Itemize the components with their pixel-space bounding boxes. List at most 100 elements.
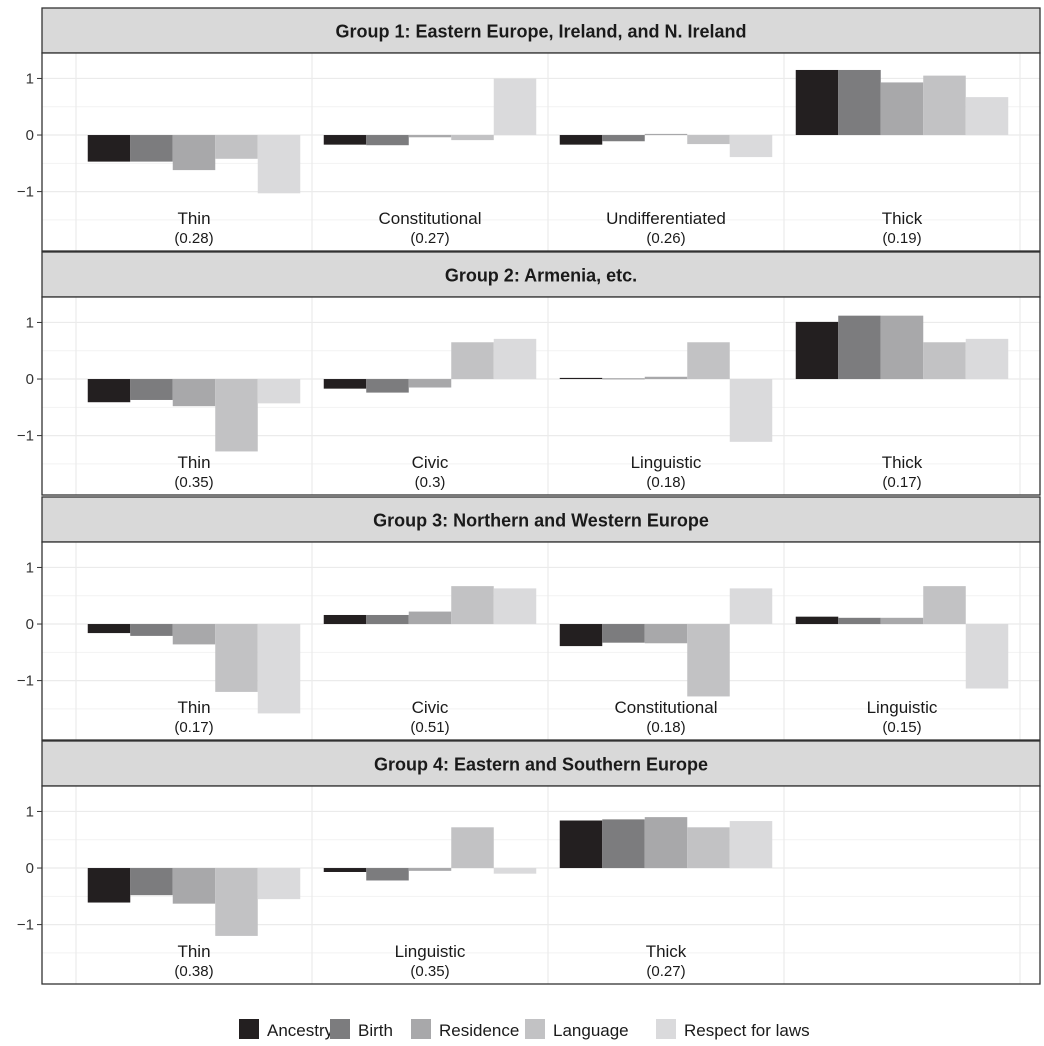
class-share-label: (0.17) [174,719,213,736]
bar-birth [130,135,173,162]
bar-ancestry [559,377,603,380]
class-label: Constitutional [378,209,481,228]
panel-strip [41,251,1041,298]
bar-birth [602,624,645,643]
bar-birth [366,868,409,881]
bar-birth [366,135,409,146]
bar-ancestry [795,616,839,625]
class-label: Thin [177,453,210,472]
bar-language [687,135,730,145]
legend-key [525,1019,545,1039]
y-tick-label: −1 [17,917,34,934]
bar-residence [880,617,924,625]
class-label: Linguistic [395,942,466,961]
class-label: Thin [177,209,210,228]
bar-residence [644,817,688,869]
bar-residence [172,379,216,407]
legend-key [330,1019,350,1039]
class-label: Civic [412,453,449,472]
bar-language [215,868,258,936]
y-tick-label: 0 [26,127,34,144]
class-share-label: (0.17) [882,474,921,491]
bar-respect-for-laws [493,588,537,625]
class-share-label: (0.18) [646,474,685,491]
y-tick-label: 0 [26,371,34,388]
class-share-label: (0.19) [882,230,921,247]
y-tick-label: 1 [26,314,34,331]
bar-birth [130,624,173,636]
panel-title: Group 3: Northern and Western Europe [373,511,709,531]
bar-ancestry [87,379,131,403]
bar-ancestry [795,69,839,136]
bar-residence [408,611,452,625]
legend-key [656,1019,676,1039]
panel-strip [41,740,1041,787]
bar-residence [408,868,452,871]
class-share-label: (0.18) [646,719,685,736]
bar-birth [366,614,409,625]
bar-ancestry [323,614,367,625]
bar-language [451,586,494,625]
bar-ancestry [87,135,131,162]
y-tick-label: −1 [17,184,34,201]
class-label: Undifferentiated [606,209,726,228]
bar-respect-for-laws [729,379,773,442]
class-label: Constitutional [614,698,717,717]
bar-ancestry [323,379,367,389]
bar-ancestry [323,135,367,145]
bar-language [451,342,494,380]
class-share-label: (0.35) [410,963,449,980]
bar-language [215,379,258,452]
bar-residence [408,379,452,388]
bar-residence [880,315,924,380]
bar-respect-for-laws [493,868,537,874]
bar-residence [172,868,216,904]
bar-birth [602,819,645,869]
legend-key [239,1019,259,1039]
panel-strip [41,7,1041,54]
bar-residence [408,135,452,138]
panel-title: Group 4: Eastern and Southern Europe [374,755,708,775]
class-share-label: (0.35) [174,474,213,491]
panel-border [41,541,1041,741]
class-share-label: (0.51) [410,719,449,736]
bar-residence [880,82,924,136]
bar-ancestry [559,820,603,869]
bar-respect-for-laws [257,868,301,900]
panel-title: Group 2: Armenia, etc. [445,266,637,286]
panel-border [41,296,1041,496]
legend-label: Respect for laws [684,1021,810,1040]
class-share-label: (0.28) [174,230,213,247]
class-label: Thick [882,209,923,228]
panel-title: Group 1: Eastern Europe, Ireland, and N.… [335,22,746,42]
bar-birth [366,379,409,393]
bar-respect-for-laws [257,379,301,404]
class-share-label: (0.38) [174,963,213,980]
bar-language [451,827,494,869]
bar-birth [602,378,645,380]
bar-language [687,342,730,380]
class-label: Thin [177,698,210,717]
y-tick-label: −1 [17,428,34,445]
panel-border [41,785,1041,985]
bar-birth [838,69,881,136]
bar-respect-for-laws [965,338,1009,380]
bar-birth [838,315,881,380]
bar-language [687,624,730,697]
bar-language [215,135,258,159]
bar-respect-for-laws [729,588,773,625]
bar-respect-for-laws [257,135,301,194]
class-share-label: (0.27) [410,230,449,247]
bar-respect-for-laws [493,78,537,136]
y-tick-label: −1 [17,673,34,690]
y-tick-label: 1 [26,803,34,820]
bar-residence [644,624,688,644]
bar-birth [838,617,881,625]
class-share-label: (0.27) [646,963,685,980]
panel-border [41,52,1041,252]
bar-respect-for-laws [257,624,301,714]
legend-label: Residence [439,1021,519,1040]
bar-birth [130,868,173,896]
